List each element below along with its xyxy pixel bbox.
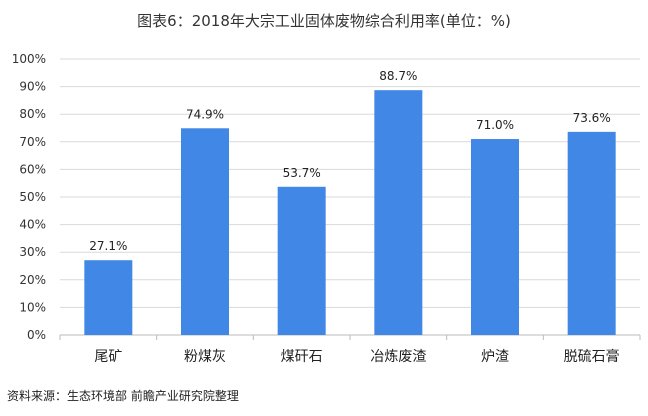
- data-label: 74.9%: [186, 107, 224, 121]
- x-tick-label: 炉渣: [481, 349, 509, 365]
- x-tick-label: 脱硫石膏: [564, 348, 620, 365]
- data-label: 71.0%: [476, 118, 514, 132]
- y-tick-label: 0%: [27, 328, 46, 342]
- y-tick-label: 10%: [19, 300, 46, 314]
- bar: [567, 131, 616, 335]
- bar: [84, 260, 133, 335]
- y-tick-label: 20%: [19, 273, 46, 287]
- bar: [277, 186, 326, 335]
- data-label: 73.6%: [573, 111, 611, 125]
- bar: [374, 90, 423, 335]
- y-tick-label: 70%: [19, 135, 46, 149]
- chart-title: 图表6：2018年大宗工业固体废物综合利用率(单位：%): [137, 12, 511, 30]
- x-tick-label: 尾矿: [94, 349, 122, 365]
- x-tick-label: 冶炼废渣: [370, 349, 426, 365]
- y-tick-label: 40%: [19, 218, 46, 232]
- y-tick-label: 60%: [19, 162, 46, 176]
- y-tick-label: 30%: [19, 245, 46, 259]
- y-tick-label: 80%: [19, 107, 46, 121]
- source-note: 资料来源：生态环境部 前瞻产业研究院整理: [7, 389, 239, 403]
- x-tick-label: 煤矸石: [281, 349, 323, 365]
- data-label: 53.7%: [283, 166, 321, 180]
- y-tick-label: 100%: [12, 52, 46, 66]
- y-tick-label: 90%: [19, 80, 46, 94]
- bar: [471, 139, 519, 335]
- bar: [181, 128, 229, 335]
- data-label: 27.1%: [89, 239, 127, 253]
- y-tick-label: 50%: [19, 190, 46, 204]
- x-tick-label: 粉煤灰: [184, 349, 226, 365]
- data-label: 88.7%: [379, 69, 417, 83]
